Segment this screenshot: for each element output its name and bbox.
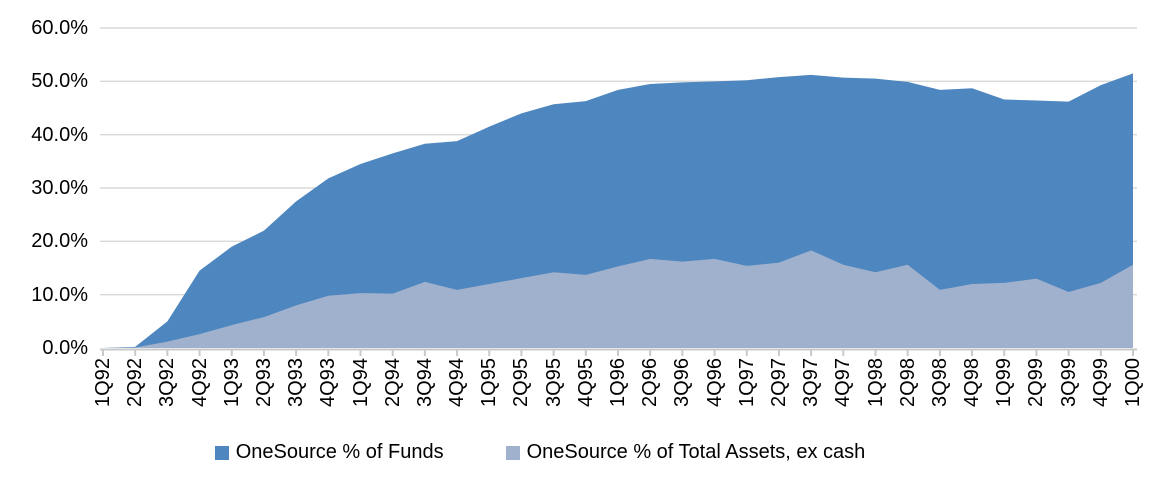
x-tick-label: 4Q94 — [446, 358, 469, 407]
y-tick-label: 30.0% — [31, 177, 88, 199]
x-tick-label: 2Q99 — [1025, 358, 1048, 407]
x-tick-label: 3Q96 — [671, 358, 694, 407]
x-tick-label: 1Q96 — [607, 358, 629, 407]
x-tick-label: 3Q97 — [800, 358, 823, 407]
y-tick-label: 50.0% — [31, 70, 88, 93]
x-tick-label: 1Q95 — [478, 358, 501, 407]
x-tick-label: 3Q98 — [928, 358, 951, 407]
area-total-assets — [103, 250, 1133, 348]
x-tick-label: 3Q94 — [413, 358, 436, 407]
y-tick-label: 10.0% — [31, 283, 88, 306]
legend-item-funds: OneSource % of Funds — [214, 441, 444, 464]
x-tick-label: 1Q93 — [220, 358, 243, 407]
x-tick-label: 3Q99 — [1057, 358, 1080, 407]
y-tick-label: 0.0% — [42, 337, 88, 359]
x-tick-label: 4Q97 — [832, 358, 855, 407]
x-tick-label: 1Q98 — [864, 358, 887, 407]
x-tick-label: 1Q97 — [735, 358, 758, 407]
x-tick-label: 4Q99 — [1089, 358, 1112, 407]
x-tick-label: 2Q94 — [381, 358, 404, 407]
y-tick-label: 20.0% — [31, 230, 88, 253]
legend: OneSource % of Funds OneSource % of Tota… — [0, 441, 1116, 464]
legend-item-total-assets: OneSource % of Total Assets, ex cash — [505, 441, 866, 464]
legend-swatch-total-assets-icon — [505, 445, 520, 460]
x-tick-label: 1Q99 — [993, 358, 1016, 407]
x-tick-label: 4Q92 — [188, 358, 211, 407]
x-tick-label: 2Q92 — [124, 358, 147, 407]
x-tick-label: 1Q94 — [349, 358, 372, 407]
x-tick-label: 4Q98 — [961, 358, 984, 407]
x-tick-label: 2Q97 — [767, 358, 790, 407]
x-tick-label: 3Q92 — [156, 358, 179, 407]
legend-swatch-funds-icon — [214, 445, 229, 460]
x-tick-label: 4Q96 — [703, 358, 726, 407]
plot-area — [100, 27, 1137, 356]
x-tick-label: 2Q96 — [639, 358, 662, 407]
x-tick-label: 4Q93 — [317, 358, 340, 407]
x-tick-label: 2Q93 — [252, 358, 275, 407]
y-tick-label: 40.0% — [31, 123, 88, 146]
legend-label-total-assets: OneSource % of Total Assets, ex cash — [526, 441, 866, 463]
x-tick-label: 3Q95 — [542, 358, 565, 407]
x-tick-label: 3Q93 — [285, 358, 308, 407]
x-tick-label: 4Q95 — [574, 358, 597, 407]
x-tick-label: 1Q00 — [1122, 358, 1144, 407]
legend-label-funds: OneSource % of Funds — [235, 441, 444, 463]
x-tick-label: 2Q98 — [896, 358, 919, 407]
y-tick-label: 60.0% — [31, 17, 88, 39]
x-tick-label: 1Q92 — [92, 358, 114, 407]
x-tick-label: 2Q95 — [510, 358, 533, 407]
